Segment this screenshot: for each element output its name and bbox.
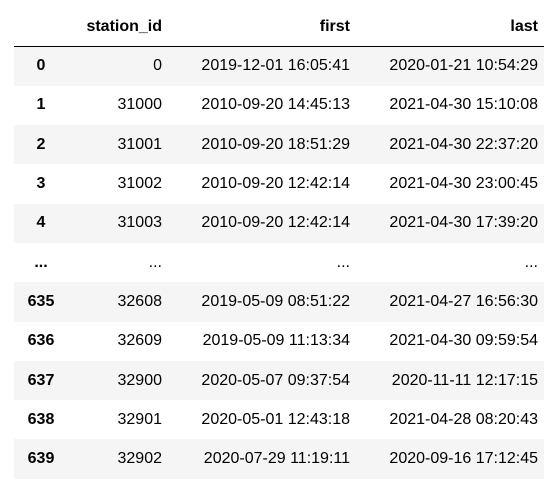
cell-last: 2020-11-11 12:17:15 bbox=[391, 371, 538, 389]
dataframe-output: station_id first last 0 0 2019-12-01 16:… bbox=[14, 8, 544, 479]
cell-first: ... bbox=[336, 253, 350, 271]
cell-station-id: 32609 bbox=[117, 332, 163, 350]
row-index: 4 bbox=[36, 214, 46, 232]
cell-station-id: 0 bbox=[153, 57, 162, 75]
cell-last: 2020-01-21 10:54:29 bbox=[389, 57, 538, 75]
row-index: 1 bbox=[36, 96, 46, 114]
row-index: 636 bbox=[27, 332, 55, 350]
table-row: 0 0 2019-12-01 16:05:41 2020-01-21 10:54… bbox=[14, 46, 544, 86]
cell-last: 2021-04-28 08:20:43 bbox=[389, 410, 538, 428]
table-row: 4 31003 2010-09-20 12:42:14 2021-04-30 1… bbox=[14, 203, 544, 243]
table-row: 1 31000 2010-09-20 14:45:13 2021-04-30 1… bbox=[14, 85, 544, 126]
cell-station-id: 32608 bbox=[117, 292, 163, 310]
row-index: 3 bbox=[36, 175, 46, 193]
cell-last: 2020-09-16 17:12:45 bbox=[389, 450, 538, 468]
cell-station-id: 31001 bbox=[117, 135, 163, 153]
cell-station-id: ... bbox=[148, 253, 162, 271]
cell-first: 2020-05-01 12:43:18 bbox=[201, 410, 350, 428]
cell-last: ... bbox=[524, 253, 538, 271]
cell-first: 2010-09-20 12:42:14 bbox=[201, 175, 350, 193]
table-row-ellipsis: ... ... ... ... bbox=[14, 242, 544, 283]
cell-first: 2019-12-01 16:05:41 bbox=[201, 57, 350, 75]
column-header-station-id: station_id bbox=[68, 8, 168, 47]
cell-last: 2021-04-30 17:39:20 bbox=[389, 214, 538, 232]
column-header-first: first bbox=[168, 8, 356, 47]
cell-first: 2019-05-09 08:51:22 bbox=[201, 292, 350, 310]
dataframe-table: station_id first last 0 0 2019-12-01 16:… bbox=[14, 8, 544, 479]
row-index: 638 bbox=[27, 410, 55, 428]
table-body: 0 0 2019-12-01 16:05:41 2020-01-21 10:54… bbox=[14, 46, 544, 479]
cell-first: 2010-09-20 18:51:29 bbox=[201, 135, 350, 153]
cell-station-id: 31002 bbox=[117, 175, 163, 193]
cell-last: 2021-04-30 09:59:54 bbox=[389, 332, 538, 350]
row-index: 2 bbox=[36, 135, 46, 153]
cell-first: 2010-09-20 12:42:14 bbox=[201, 214, 350, 232]
table-row: 639 32902 2020-07-29 11:19:11 2020-09-16… bbox=[14, 439, 544, 479]
table-row: 2 31001 2010-09-20 18:51:29 2021-04-30 2… bbox=[14, 125, 544, 165]
cell-station-id: 32902 bbox=[117, 450, 163, 468]
header-row: station_id first last bbox=[14, 8, 544, 47]
cell-station-id: 31000 bbox=[117, 96, 163, 114]
cell-station-id: 31003 bbox=[117, 214, 163, 232]
row-index: 0 bbox=[36, 57, 46, 75]
table-header: station_id first last bbox=[14, 8, 544, 47]
row-index: 639 bbox=[27, 450, 55, 468]
cell-last: 2021-04-30 23:00:45 bbox=[389, 175, 538, 193]
table-row: 636 32609 2019-05-09 11:13:34 2021-04-30… bbox=[14, 321, 544, 361]
column-header-last: last bbox=[356, 8, 544, 47]
cell-first: 2020-05-07 09:37:54 bbox=[201, 371, 350, 389]
table-row: 635 32608 2019-05-09 08:51:22 2021-04-27… bbox=[14, 282, 544, 322]
table-row: 637 32900 2020-05-07 09:37:54 2020-11-11… bbox=[14, 360, 544, 401]
row-index: 635 bbox=[27, 292, 55, 310]
cell-last: 2021-04-30 22:37:20 bbox=[389, 135, 538, 153]
cell-last: 2021-04-30 15:10:08 bbox=[389, 96, 538, 114]
cell-station-id: 32901 bbox=[117, 410, 163, 428]
row-index: 637 bbox=[27, 371, 55, 389]
index-header bbox=[14, 8, 68, 47]
cell-first: 2019-05-09 11:13:34 bbox=[202, 332, 350, 350]
cell-last: 2021-04-27 16:56:30 bbox=[389, 292, 538, 310]
cell-station-id: 32900 bbox=[117, 371, 163, 389]
table-row: 638 32901 2020-05-01 12:43:18 2021-04-28… bbox=[14, 400, 544, 440]
row-index: ... bbox=[34, 253, 48, 271]
cell-first: 2010-09-20 14:45:13 bbox=[201, 96, 350, 114]
cell-first: 2020-07-29 11:19:11 bbox=[203, 450, 350, 468]
table-row: 3 31002 2010-09-20 12:42:14 2021-04-30 2… bbox=[14, 164, 544, 204]
